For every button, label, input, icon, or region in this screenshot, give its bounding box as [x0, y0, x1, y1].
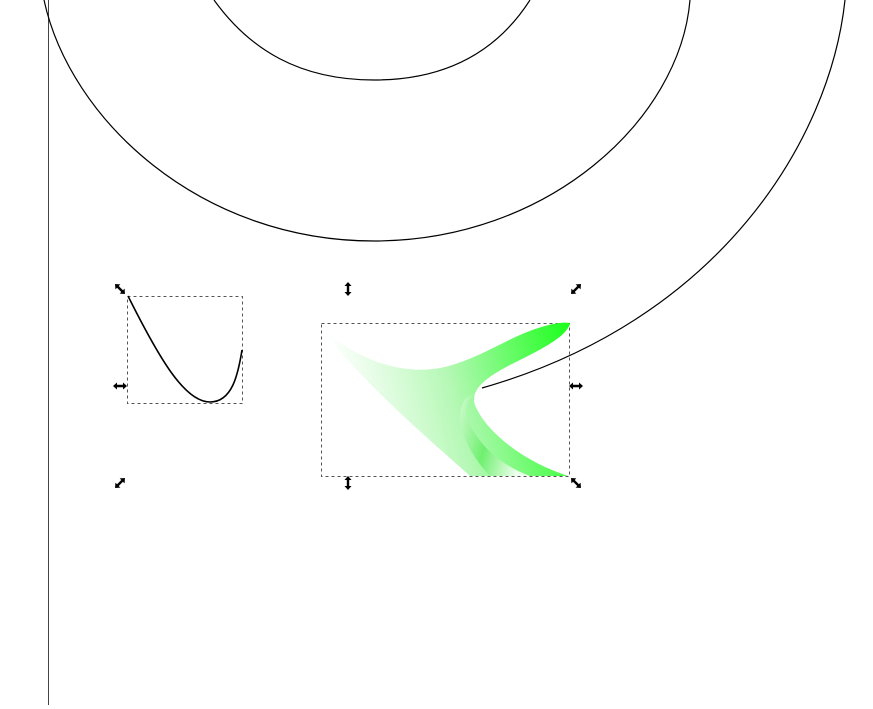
scale-handle-right-icon[interactable] [569, 382, 583, 390]
small-curve-bbox [127, 296, 243, 404]
scale-handle-left-icon[interactable] [113, 382, 127, 390]
inner-arc[interactable] [213, 0, 531, 81]
scale-handle-top-icon[interactable] [344, 282, 352, 296]
scale-handle-top-right-icon[interactable] [569, 282, 584, 297]
green-shape-handles[interactable] [344, 282, 584, 491]
green-shape-fold [460, 388, 530, 476]
scale-handle-top-left-icon[interactable] [113, 282, 128, 297]
middle-arc[interactable] [43, 0, 691, 242]
small-curve-handles[interactable] [113, 282, 128, 491]
green-shape-bbox [321, 323, 570, 477]
scale-handle-bottom-icon[interactable] [344, 476, 352, 490]
small-curve[interactable] [127, 295, 243, 403]
scale-handle-bottom-left-icon[interactable] [113, 476, 128, 491]
green-gradient-shape[interactable] [322, 322, 570, 476]
scale-handle-bottom-right-icon[interactable] [569, 476, 584, 491]
outer-arc[interactable] [481, 0, 846, 389]
